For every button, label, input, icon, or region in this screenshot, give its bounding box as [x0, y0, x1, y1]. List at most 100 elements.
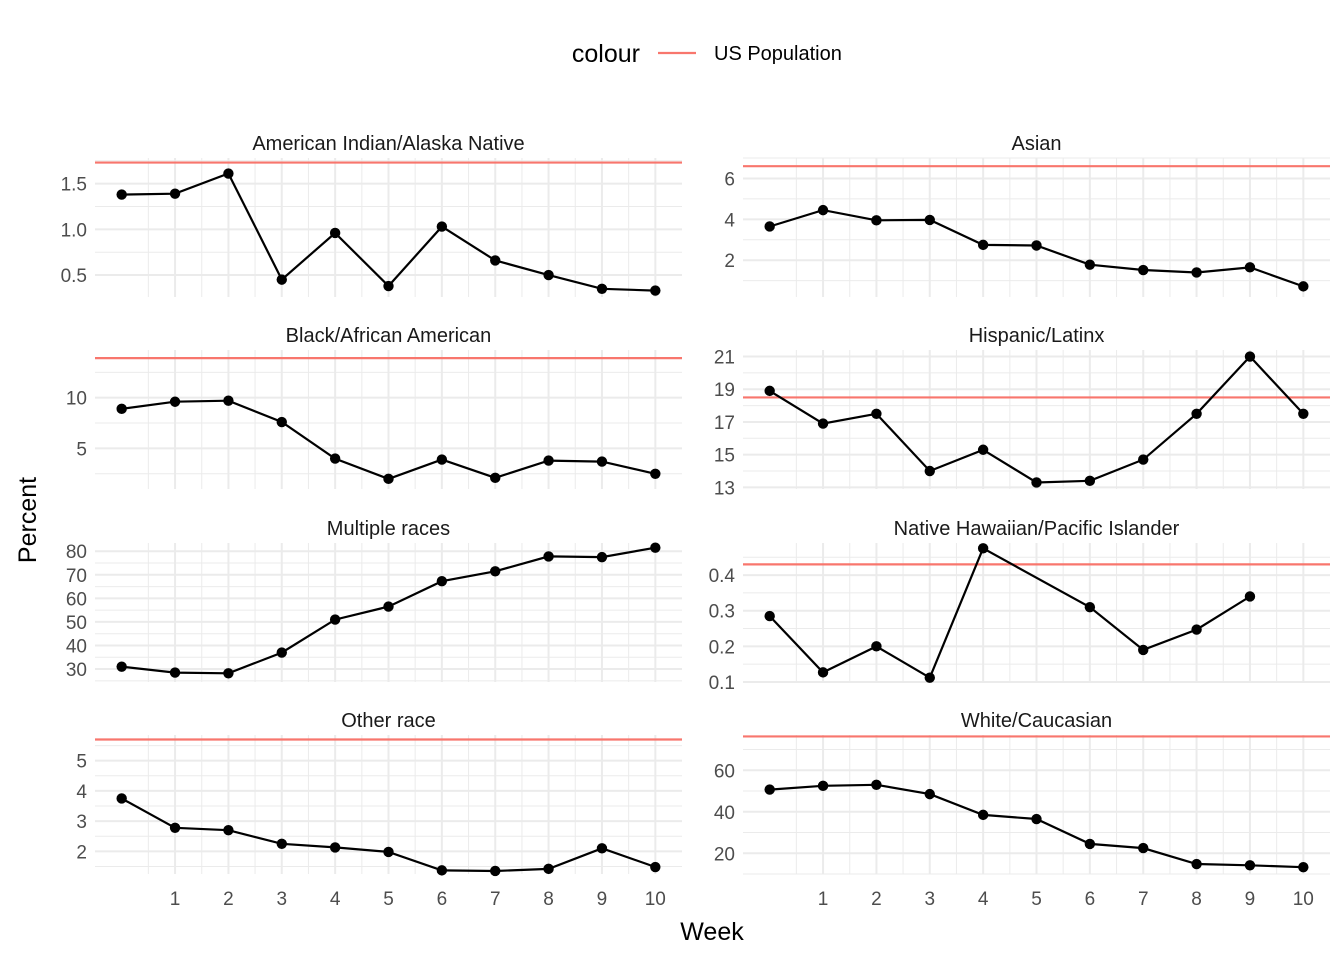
- x-tick-label: 5: [383, 889, 394, 910]
- data-point: [436, 221, 448, 232]
- data-point: [817, 204, 829, 216]
- panel-title: Native Hawaiian/Pacific Islander: [894, 518, 1180, 540]
- y-tick-label: 1.5: [61, 175, 87, 196]
- data-point: [596, 283, 608, 294]
- y-tick-label: 1.0: [61, 220, 87, 241]
- data-point: [329, 453, 341, 464]
- x-tick-label: 10: [1293, 889, 1314, 910]
- y-tick-label: 60: [714, 761, 735, 782]
- panel-asian: Asian 2 4 6: [724, 133, 1330, 297]
- data-point: [924, 465, 935, 477]
- y-tick-label: 21: [714, 348, 735, 369]
- y-tick-label: 17: [714, 413, 735, 434]
- y-gridlines: [743, 157, 1330, 282]
- data-point: [650, 468, 661, 479]
- panel-title: Asian: [1011, 133, 1061, 155]
- panel-white-caucasian: White/Caucasian 20 40 60 1 2 3 4 5 6 7 8 9 10: [714, 710, 1330, 910]
- y-tick-label: 80: [66, 542, 87, 563]
- data-point: [116, 189, 127, 200]
- y-tick-label: 0.2: [709, 637, 735, 658]
- data-point: [977, 444, 989, 455]
- x-tick-label: 6: [1085, 889, 1096, 910]
- data-point: [490, 865, 501, 877]
- x-tick-label: 8: [1191, 889, 1202, 910]
- data-point: [329, 614, 341, 625]
- y-tick-label: 19: [714, 380, 735, 401]
- x-tick-label: 7: [1138, 889, 1149, 910]
- y-gridlines: [95, 160, 682, 277]
- data-point: [977, 809, 989, 821]
- data-point: [1191, 858, 1202, 870]
- y-gridlines: [743, 749, 1330, 875]
- data-point: [543, 269, 554, 281]
- data-point: [490, 566, 501, 577]
- data-point: [436, 865, 448, 876]
- panel-black-african-american: Black/African American 5 10: [66, 325, 682, 489]
- data-point: [650, 861, 661, 873]
- x-tick-label: 4: [978, 889, 989, 910]
- data-point: [383, 846, 394, 858]
- y-tick-label: 40: [714, 803, 735, 824]
- data-point: [1031, 240, 1042, 251]
- data-point: [383, 280, 394, 292]
- data-point: [924, 214, 935, 226]
- x-gridlines: [795, 350, 1305, 489]
- data-point: [1031, 813, 1042, 825]
- data-point: [924, 788, 935, 800]
- y-tick-label: 2: [724, 251, 735, 272]
- y-tick-label: 20: [714, 844, 735, 865]
- data-point: [1084, 475, 1096, 487]
- data-point: [276, 274, 287, 285]
- data-point: [871, 215, 882, 226]
- data-point: [650, 542, 661, 553]
- y-tick-label: 2: [76, 842, 87, 863]
- y-tick-label: 6: [724, 169, 735, 190]
- data-point: [817, 780, 829, 792]
- data-point: [1244, 591, 1256, 602]
- data-point: [596, 843, 608, 854]
- x-tick-label: 9: [597, 889, 608, 910]
- data-point: [116, 403, 127, 415]
- x-gridlines: [147, 350, 657, 489]
- data-point: [329, 227, 341, 239]
- data-point: [977, 239, 989, 251]
- data-point: [764, 385, 775, 397]
- panel-title: Multiple races: [327, 518, 450, 540]
- x-tick-label: 9: [1245, 889, 1256, 910]
- y-tick-label: 4: [724, 210, 735, 231]
- y-gridlines: [95, 550, 682, 682]
- data-point: [596, 456, 608, 467]
- panel-american-indian-alaska-native: American Indian/Alaska Native 0.5 1.0 1.5: [61, 133, 682, 297]
- panel-native-hawaiian-pacific-islander: Native Hawaiian/Pacific Islander 0.1 0.2 0.…: [709, 518, 1330, 694]
- x-tick-label: 3: [924, 889, 935, 910]
- data-point: [223, 168, 234, 179]
- data-point: [116, 793, 127, 804]
- data-point: [1031, 477, 1042, 488]
- data-point: [817, 418, 829, 429]
- y-tick-label: 10: [66, 389, 87, 410]
- y-tick-label: 15: [714, 446, 735, 467]
- data-point: [977, 543, 989, 554]
- legend: colour US Population: [572, 40, 842, 68]
- legend-title: colour: [572, 40, 640, 68]
- data-point: [223, 668, 234, 679]
- y-tick-label: 5: [76, 752, 87, 773]
- x-tick-label: 1: [170, 889, 181, 910]
- x-gridlines: [147, 735, 657, 874]
- y-tick-label: 40: [66, 636, 87, 657]
- x-tick-label: 7: [490, 889, 501, 910]
- x-tick-label: 6: [437, 889, 448, 910]
- data-point: [1084, 259, 1096, 270]
- data-point: [1084, 838, 1096, 850]
- panel-title: Black/African American: [286, 325, 492, 347]
- y-tick-label: 13: [714, 478, 735, 499]
- x-tick-label: 3: [276, 889, 287, 910]
- panel-hispanic-latinx: Hispanic/Latinx 13 15 17 19 21: [714, 325, 1330, 499]
- data-point: [543, 455, 554, 466]
- data-point: [1191, 624, 1202, 635]
- y-tick-label: 30: [66, 660, 87, 681]
- data-point: [764, 221, 775, 232]
- y-gridlines: [743, 355, 1330, 489]
- panel-title: White/Caucasian: [961, 710, 1112, 732]
